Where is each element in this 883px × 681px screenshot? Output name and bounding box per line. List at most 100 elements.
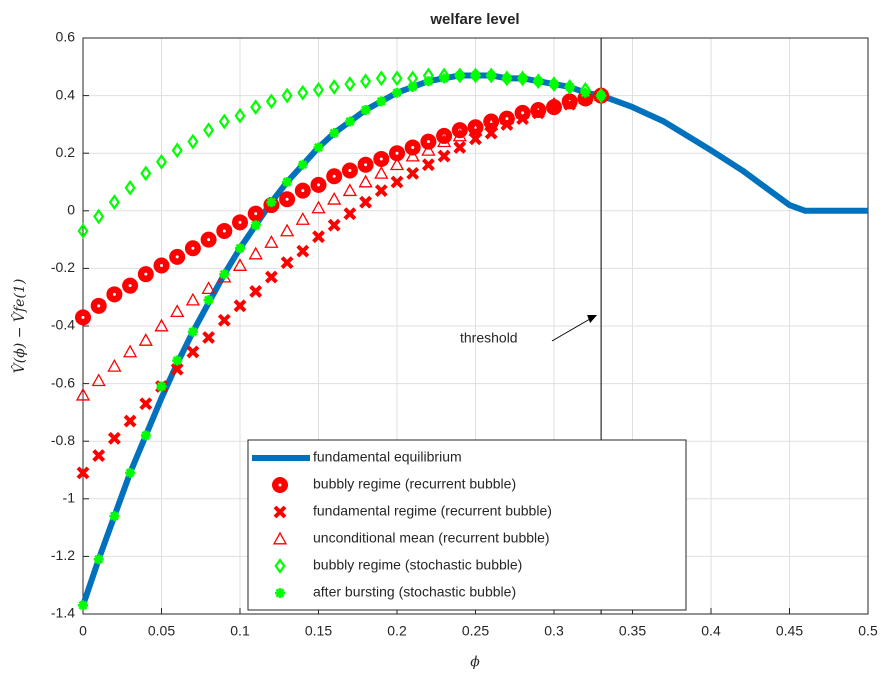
- marker-diamond: [77, 223, 89, 239]
- marker-body: [439, 73, 450, 84]
- marker-body: [452, 128, 467, 142]
- marker-body: [138, 333, 153, 346]
- marker-body: [273, 505, 287, 519]
- marker-asterisk: [297, 159, 308, 170]
- legend-label: bubbly regime (stochastic bubble): [313, 557, 522, 573]
- marker-body: [275, 588, 285, 598]
- marker-circle: [326, 168, 343, 185]
- marker-triangle: [405, 148, 420, 162]
- marker-circle: [232, 214, 248, 231]
- x-tick-label: 0.3: [544, 623, 564, 639]
- marker-body: [343, 207, 357, 221]
- marker-asterisk: [439, 73, 450, 84]
- marker-triangle: [531, 102, 546, 116]
- y-tick-label: -0.2: [51, 259, 75, 275]
- marker-body: [187, 133, 199, 150]
- marker-x: [170, 362, 184, 376]
- marker-center: [222, 229, 226, 233]
- marker-body: [423, 76, 434, 87]
- marker-body: [264, 270, 278, 284]
- marker-center: [505, 117, 509, 121]
- marker-asterisk: [470, 70, 481, 81]
- marker-center: [301, 189, 305, 193]
- marker-body: [564, 81, 575, 92]
- marker-body: [201, 281, 216, 295]
- marker-asterisk: [564, 81, 575, 92]
- marker-body: [421, 142, 436, 156]
- marker-triangle: [358, 174, 373, 188]
- marker-center: [278, 483, 282, 487]
- legend-label: bubbly regime (recurrent bubble): [313, 476, 516, 492]
- y-tick-label: -1.2: [51, 547, 75, 563]
- marker-triangle: [578, 91, 593, 104]
- y-tick-label: -1: [63, 490, 76, 506]
- marker-diamond: [140, 165, 152, 182]
- marker-diamond: [297, 84, 309, 101]
- marker-body: [170, 362, 184, 376]
- marker-triangle: [75, 387, 91, 401]
- marker-center: [395, 151, 399, 155]
- marker-center: [160, 264, 163, 268]
- marker-body: [172, 355, 183, 366]
- marker-body: [374, 184, 388, 198]
- marker-body: [329, 128, 340, 139]
- x-tick-label: 0.15: [305, 623, 332, 639]
- marker-circle: [122, 277, 139, 294]
- marker-center: [191, 246, 195, 250]
- x-tick-label: 0.4: [701, 623, 721, 639]
- marker-triangle: [91, 373, 106, 387]
- marker-body: [266, 197, 277, 208]
- marker-triangle: [264, 235, 279, 248]
- marker-body: [437, 149, 451, 163]
- marker-diamond: [391, 70, 403, 87]
- marker-diamond: [234, 107, 246, 124]
- marker-circle: [247, 205, 264, 222]
- marker-asterisk: [187, 326, 198, 337]
- marker-triangle: [436, 134, 452, 148]
- marker-triangle: [515, 105, 530, 119]
- threshold-arrow: [551, 315, 596, 342]
- y-tick-label: -0.8: [51, 432, 75, 448]
- marker-body: [92, 449, 106, 463]
- marker-asterisk: [407, 81, 418, 92]
- marker-x: [264, 270, 278, 284]
- marker-diamond: [93, 208, 105, 225]
- x-tick-label: 0.2: [387, 623, 407, 639]
- marker-body: [312, 230, 325, 244]
- marker-triangle: [248, 246, 263, 260]
- marker-diamond: [274, 558, 286, 574]
- x-tick-label: 0.5: [858, 623, 878, 639]
- marker-circle: [153, 257, 170, 274]
- marker-body: [454, 70, 465, 81]
- marker-body: [187, 326, 198, 337]
- marker-body: [297, 159, 308, 170]
- marker-body: [390, 175, 404, 189]
- marker-triangle: [311, 200, 326, 214]
- marker-body: [76, 466, 90, 480]
- marker-triangle: [546, 96, 562, 110]
- marker-body: [125, 467, 136, 478]
- marker-body: [107, 358, 122, 372]
- x-tick-label: 0.25: [462, 623, 489, 639]
- marker-body: [219, 269, 230, 280]
- x-axis-label: ϕ: [470, 654, 480, 670]
- marker-asterisk: [140, 430, 151, 441]
- marker-body: [562, 94, 577, 107]
- marker-asterisk: [501, 73, 512, 84]
- marker-x: [107, 431, 121, 445]
- marker-body: [124, 179, 136, 196]
- marker-x: [296, 244, 310, 258]
- x-tick-label: 0.45: [776, 623, 803, 639]
- marker-center: [254, 212, 258, 216]
- marker-asterisk: [78, 600, 88, 611]
- marker-center: [144, 272, 148, 276]
- marker-asterisk: [549, 79, 559, 90]
- marker-body: [501, 73, 512, 84]
- marker-triangle: [295, 212, 310, 225]
- marker-body: [500, 117, 514, 131]
- marker-triangle: [421, 142, 436, 156]
- marker-diamond: [108, 194, 120, 211]
- marker-x: [249, 285, 263, 298]
- marker-body: [155, 153, 168, 170]
- marker-body: [376, 96, 387, 107]
